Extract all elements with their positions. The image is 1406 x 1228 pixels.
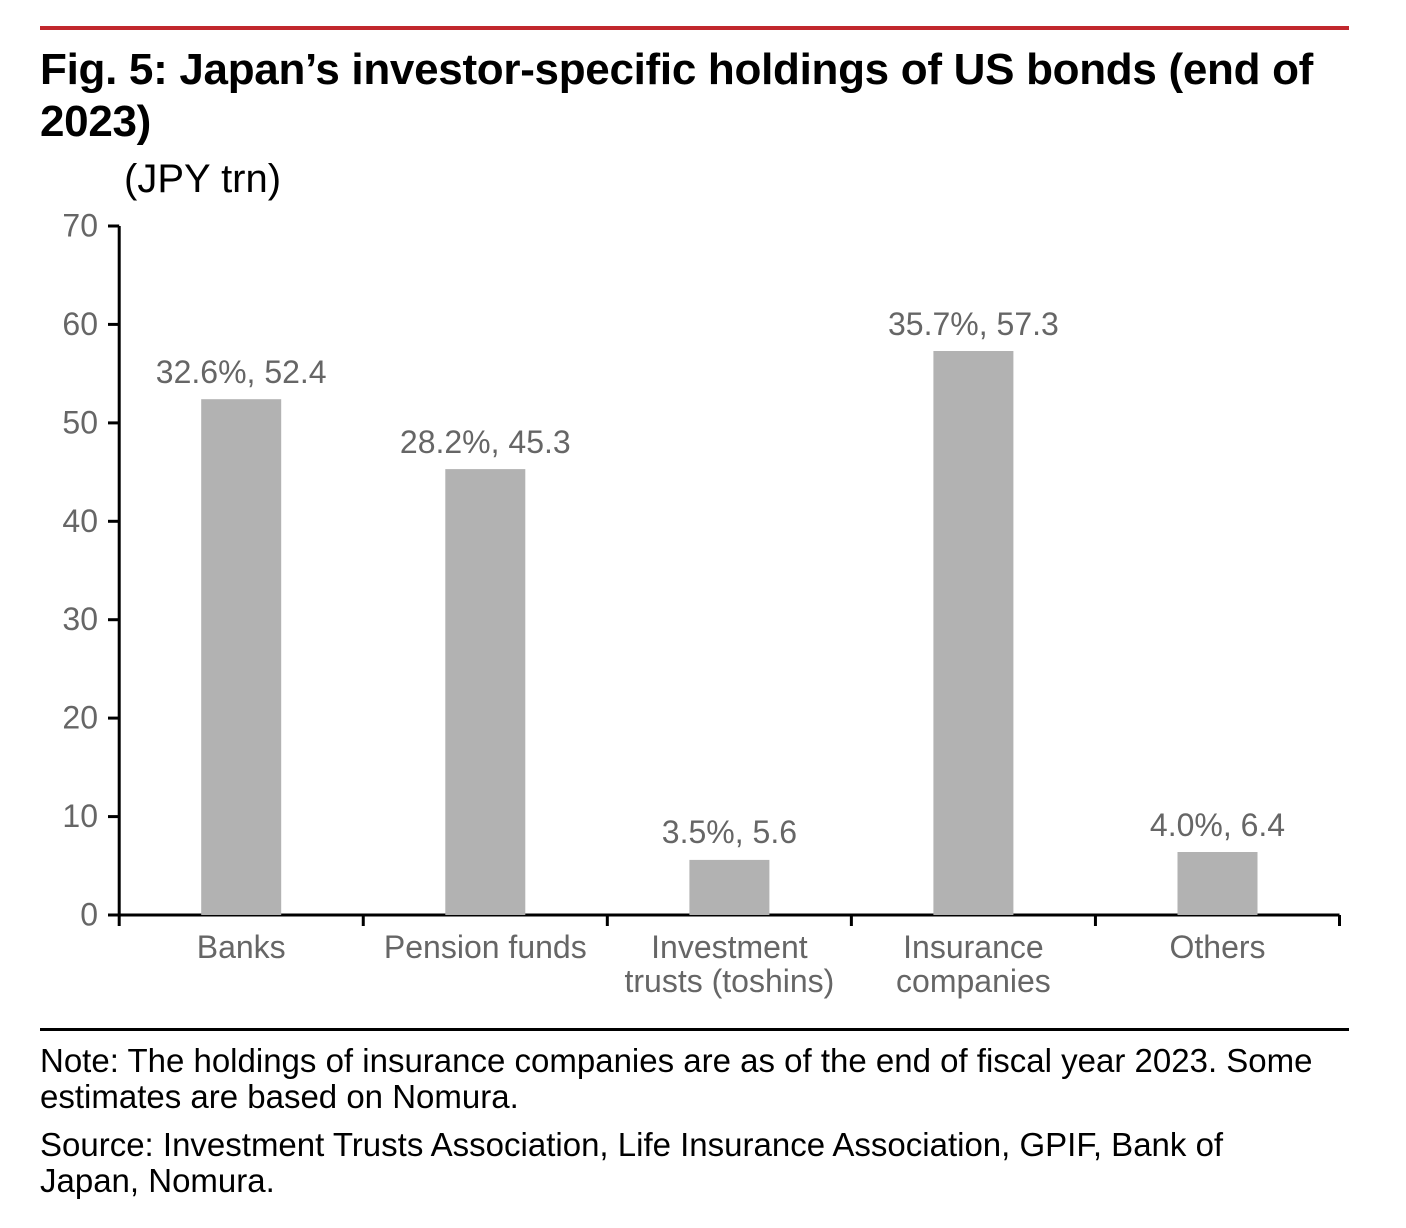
svg-text:40: 40 <box>62 503 98 539</box>
svg-text:Banks: Banks <box>197 929 286 965</box>
svg-text:70: 70 <box>62 208 98 244</box>
svg-text:trusts (toshins): trusts (toshins) <box>624 963 834 999</box>
svg-text:companies: companies <box>896 963 1051 999</box>
svg-text:28.2%, 45.3: 28.2%, 45.3 <box>400 424 571 460</box>
svg-text:20: 20 <box>62 700 98 736</box>
svg-text:30: 30 <box>62 601 98 637</box>
svg-text:Others: Others <box>1169 929 1265 965</box>
svg-text:4.0%, 6.4: 4.0%, 6.4 <box>1150 807 1285 843</box>
svg-text:Pension funds: Pension funds <box>384 929 587 965</box>
svg-text:Investment: Investment <box>651 929 808 965</box>
svg-text:35.7%, 57.3: 35.7%, 57.3 <box>888 306 1059 342</box>
svg-text:10: 10 <box>62 798 98 834</box>
svg-text:Insurance: Insurance <box>903 929 1044 965</box>
svg-text:50: 50 <box>62 404 98 440</box>
svg-text:0: 0 <box>80 897 98 933</box>
svg-text:3.5%, 5.6: 3.5%, 5.6 <box>662 814 797 850</box>
svg-text:60: 60 <box>62 306 98 342</box>
svg-text:32.6%, 52.4: 32.6%, 52.4 <box>156 354 327 390</box>
